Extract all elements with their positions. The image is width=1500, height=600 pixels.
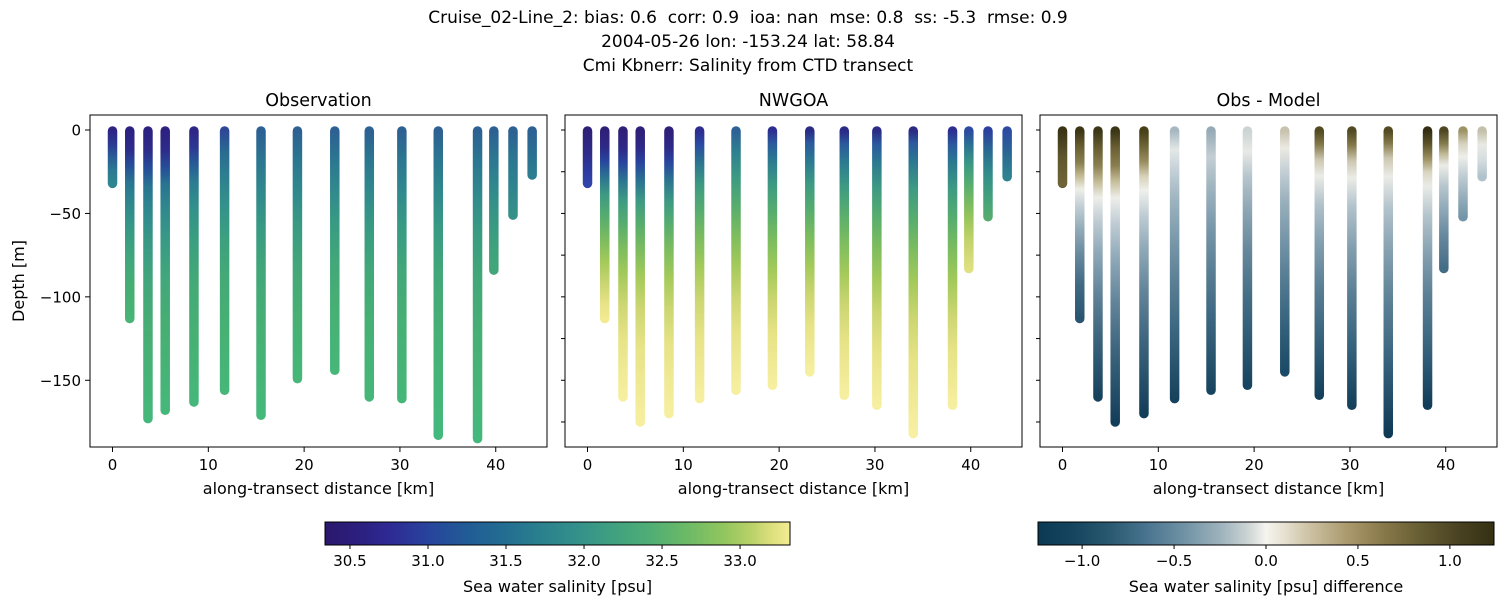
panel-obs-model: Obs - Model 0 10 20 30 40 along-transect dista… (1036, 91, 1498, 498)
y-tick-label: −150 (40, 372, 81, 390)
x-tick-label: 30 (865, 456, 884, 474)
colorbar-label: Sea water salinity [psu] difference (1129, 577, 1404, 596)
x-tick-label: 10 (199, 456, 218, 474)
colorbar-gradient (1037, 521, 1495, 546)
x-tick-label: 40 (1436, 456, 1455, 474)
panel-title-nwgoa: NWGOA (759, 91, 828, 111)
panel-observation: Observation 0 10 20 30 40 along-transect dista… (9, 91, 548, 498)
chart-root: Observation 0 10 20 30 40 along-transect dista… (9, 91, 1498, 596)
colorbar-salinity: 30.5 31.0 31.5 32.0 32.5 33.0 Sea water salini… (324, 521, 791, 596)
x-tick-label: 20 (770, 456, 789, 474)
x-tick-label: 30 (390, 456, 409, 474)
x-tick-label: 10 (1149, 456, 1168, 474)
y-axis-label: Depth [m] (9, 240, 28, 322)
x-tick-label: 0 (583, 456, 593, 474)
colorbar-label: Sea water salinity [psu] (463, 577, 652, 596)
x-tick-label: 20 (295, 456, 314, 474)
x-axis-label: along-transect distance [km] (678, 479, 909, 498)
x-tick-label: 40 (486, 456, 505, 474)
panel-title-observation: Observation (265, 91, 372, 111)
y-tick-label: −100 (40, 288, 81, 306)
colorbar-gradient (324, 521, 791, 546)
colorbar-tick-label: 30.5 (333, 552, 366, 570)
x-tick-label: 0 (1058, 456, 1068, 474)
x-axis-label: along-transect distance [km] (203, 479, 434, 498)
panel-frame (89, 114, 548, 448)
colorbar-tick-label: −0.5 (1156, 552, 1192, 570)
figure-title-line3: Cmi Kbnerr: Salinity from CTD transect (583, 56, 914, 76)
panel-frame (1039, 114, 1498, 448)
panel-title-obs-model: Obs - Model (1217, 91, 1321, 111)
x-tick-label: 30 (1340, 456, 1359, 474)
figure-title-line1: Cruise_02-Line_2: bias: 0.6 corr: 0.9 io… (428, 8, 1068, 28)
x-tick-label: 20 (1245, 456, 1264, 474)
y-tick-label: 0 (71, 122, 81, 140)
y-tick-label: −50 (49, 205, 81, 223)
x-tick-label: 10 (674, 456, 693, 474)
colorbar-tick-label: 33.0 (723, 552, 756, 570)
colorbar-salinity-difference: −1.0 −0.5 0.0 0.5 1.0 Sea water salinity [psu… (1037, 521, 1495, 596)
colorbar-tick-label: 32.0 (567, 552, 600, 570)
colorbar-tick-label: 0.0 (1254, 552, 1278, 570)
panel-nwgoa: NWGOA 0 10 20 30 40 along-transect distance [k… (561, 91, 1023, 498)
x-axis-label: along-transect distance [km] (1153, 479, 1384, 498)
colorbar-tick-label: −1.0 (1064, 552, 1100, 570)
figure-title-line2: 2004-05-26 lon: -153.24 lat: 58.84 (601, 32, 895, 52)
colorbar-tick-label: 31.5 (489, 552, 522, 570)
x-tick-label: 0 (108, 456, 118, 474)
colorbar-tick-label: 31.0 (411, 552, 444, 570)
colorbar-tick-label: 1.0 (1438, 552, 1462, 570)
x-tick-label: 40 (961, 456, 980, 474)
colorbar-tick-label: 32.5 (645, 552, 678, 570)
colorbar-tick-label: 0.5 (1346, 552, 1370, 570)
panel-frame (564, 114, 1023, 448)
